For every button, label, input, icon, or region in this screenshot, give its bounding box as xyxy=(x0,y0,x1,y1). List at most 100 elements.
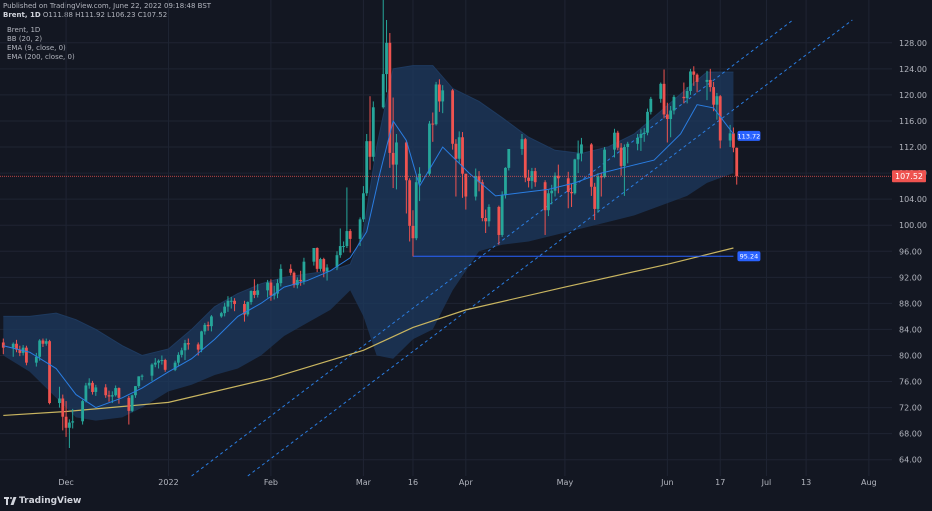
candle-body xyxy=(728,133,732,141)
candle-body xyxy=(18,349,22,353)
candle xyxy=(81,399,84,425)
candle-body xyxy=(570,191,573,194)
candle-body xyxy=(431,123,435,125)
candle-body xyxy=(338,246,342,256)
x-tick-label: May xyxy=(557,478,574,487)
candle-body xyxy=(173,362,177,370)
candle xyxy=(177,352,180,367)
legend-item-bb[interactable]: BB (20, 2) xyxy=(7,35,43,43)
y-tick-label: 76.00 xyxy=(899,378,922,387)
candle xyxy=(404,140,408,214)
candle xyxy=(371,101,375,162)
candle xyxy=(58,386,61,408)
candle-body xyxy=(404,142,408,181)
candle xyxy=(345,187,349,248)
candle xyxy=(474,168,478,201)
candle xyxy=(233,298,236,312)
legend-title[interactable]: Brent, 1D xyxy=(7,26,41,34)
x-tick-label: 13 xyxy=(801,478,811,487)
candle-body xyxy=(530,171,534,181)
candle-body xyxy=(71,421,75,423)
ema200-path xyxy=(3,247,734,417)
candle-body xyxy=(672,96,676,111)
candle xyxy=(210,315,213,332)
bollinger-fill xyxy=(3,65,734,421)
candle-body xyxy=(48,341,51,404)
price-marker-text: 113.72 xyxy=(738,132,761,140)
candle-body xyxy=(735,147,739,177)
y-axis[interactable]: 64.00 68.00 72.00 76.00 80.00 84.00 88.00 92.00… xyxy=(899,39,927,465)
x-tick-label: 17 xyxy=(715,478,725,487)
candle xyxy=(692,66,696,86)
candle-body xyxy=(593,186,597,209)
candle xyxy=(705,70,709,101)
candle xyxy=(385,20,388,93)
candle xyxy=(408,178,412,242)
candle xyxy=(718,94,722,149)
x-tick-label: Mar xyxy=(356,478,372,487)
candle xyxy=(732,127,735,153)
candle xyxy=(203,322,207,335)
candle-body xyxy=(408,180,412,226)
candle-body xyxy=(177,354,180,363)
y-tick-label: 80.00 xyxy=(899,351,922,360)
candle-body xyxy=(556,175,560,179)
candle-body xyxy=(692,71,696,75)
candle xyxy=(117,387,121,404)
candle-body xyxy=(613,132,616,150)
candle-body xyxy=(646,111,649,133)
ohlc-o-label: O xyxy=(42,11,49,19)
candle-body xyxy=(342,246,345,248)
candle xyxy=(533,167,537,187)
tradingview-brand[interactable]: TradingView xyxy=(4,496,81,506)
x-tick-label: Dec xyxy=(58,478,73,487)
candle-body xyxy=(210,316,213,327)
candle xyxy=(183,339,187,361)
candle-body xyxy=(596,176,600,209)
candle xyxy=(388,33,392,168)
candle xyxy=(137,376,141,389)
candle-body xyxy=(434,84,438,125)
candle-body xyxy=(715,96,719,105)
candle-body xyxy=(110,395,114,397)
candle-body xyxy=(127,397,131,411)
candle xyxy=(500,191,504,237)
candle-body xyxy=(322,259,326,272)
candle xyxy=(84,382,88,403)
candle xyxy=(418,167,421,202)
candle-body xyxy=(25,347,28,363)
candle-body xyxy=(418,173,421,183)
candle xyxy=(556,164,560,194)
candle-body xyxy=(186,343,190,345)
candle-body xyxy=(461,137,464,174)
candle xyxy=(312,248,316,266)
candle-body xyxy=(451,90,455,144)
candle xyxy=(646,108,649,136)
candle xyxy=(94,384,98,396)
candle-body xyxy=(623,147,626,166)
candle-body xyxy=(81,401,84,422)
candle xyxy=(61,394,65,431)
ema200-line xyxy=(3,247,734,417)
x-axis[interactable]: Dec 2022 Feb Mar 16 Apr May Jun 17 Jul 13 Aug xyxy=(58,478,876,487)
candle xyxy=(570,183,573,207)
y-tick-label: 68.00 xyxy=(899,430,922,439)
candle-body xyxy=(484,218,488,222)
candle-body xyxy=(249,290,253,303)
candle-body xyxy=(15,343,18,350)
candle-body xyxy=(252,290,256,295)
candle-body xyxy=(480,182,484,219)
candle xyxy=(662,69,666,119)
candle xyxy=(48,339,51,405)
y-tick-label: 128.00 xyxy=(899,39,927,48)
legend-item-ema9[interactable]: EMA (9, close, 0) xyxy=(7,44,66,52)
candle-body xyxy=(500,195,504,235)
published-caption: Published on TradingView.com, June 22, 2… xyxy=(3,2,212,10)
candle xyxy=(266,279,269,298)
candle xyxy=(292,271,296,288)
candle xyxy=(223,302,227,317)
legend-item-ema200[interactable]: EMA (200, close, 0) xyxy=(7,53,75,61)
candle-body xyxy=(117,388,121,398)
candle xyxy=(547,190,550,217)
